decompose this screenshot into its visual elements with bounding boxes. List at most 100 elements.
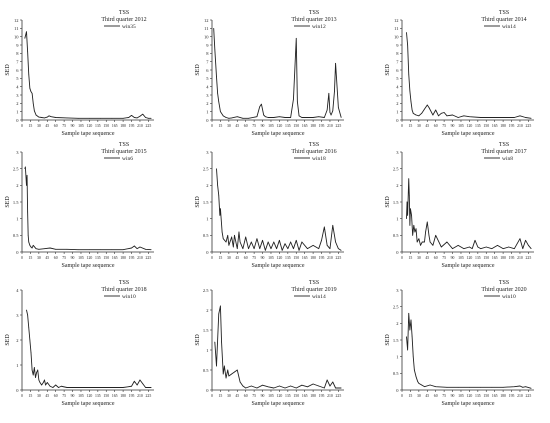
y-tick-label: 6 [206, 68, 209, 73]
data-point [100, 117, 101, 119]
data-point [131, 385, 132, 387]
data-point [414, 231, 416, 233]
x-tick-label: 75 [442, 394, 446, 398]
data-point [406, 336, 407, 338]
data-point [242, 117, 244, 119]
data-point [259, 248, 261, 250]
data-point [28, 241, 30, 243]
x-tick-label: 150 [293, 124, 299, 128]
data-point [245, 387, 247, 389]
legend-label: win35 [122, 24, 136, 30]
data-point [50, 116, 52, 118]
data-point [44, 379, 45, 381]
data-point [290, 241, 291, 243]
data-point [242, 385, 244, 387]
x-tick-label: 90 [451, 124, 455, 128]
x-axis-label: Sample tape sequence [62, 263, 115, 269]
data-point [267, 386, 269, 388]
data-point [519, 238, 521, 240]
data-point [72, 387, 73, 388]
data-point [225, 117, 227, 118]
x-tick-label: 0 [211, 124, 213, 128]
data-point [328, 92, 330, 94]
x-tick-label: 180 [500, 124, 506, 128]
data-point [145, 117, 146, 118]
data-point [418, 382, 420, 384]
x-axis-label: Sample tape sequence [252, 131, 305, 137]
x-tick-label: 165 [112, 124, 118, 128]
x-tick-label: 30 [417, 124, 421, 128]
data-point [142, 113, 144, 115]
data-point [30, 246, 32, 248]
y-tick-label: 5 [16, 76, 19, 81]
data-point [409, 90, 411, 92]
data-point [217, 92, 218, 94]
y-tick-label: 0 [16, 388, 19, 393]
data-point [406, 218, 407, 220]
data-point [411, 214, 412, 216]
legend-label: win8 [502, 156, 513, 162]
y-tick-label: 0 [206, 250, 209, 255]
data-point [426, 104, 428, 106]
data-point [228, 375, 230, 377]
x-tick-label: 15 [219, 124, 223, 128]
y-tick-label: 12 [394, 18, 399, 23]
data-point [32, 102, 34, 104]
x-tick-label: 120 [467, 256, 473, 260]
x-tick-label: 30 [37, 124, 41, 128]
y-tick-label: 1 [396, 109, 398, 114]
data-point [279, 239, 280, 241]
x-tick-label: 180 [500, 256, 506, 260]
data-point [463, 248, 465, 250]
y-tick-label: 3 [396, 150, 399, 155]
data-point [256, 116, 258, 118]
x-tick-label: 120 [467, 394, 473, 398]
y-tick-label: 0 [396, 250, 399, 255]
x-tick-label: 15 [29, 394, 33, 398]
data-point [438, 115, 439, 117]
data-point [279, 385, 280, 387]
y-tick-label: 0 [206, 118, 209, 123]
data-point [424, 241, 425, 243]
chart-title: TSS [309, 10, 319, 16]
y-tick-label: 7 [396, 59, 399, 64]
data-point [332, 110, 334, 112]
y-tick-label: 2.5 [393, 304, 399, 309]
data-point [415, 376, 417, 378]
data-point [530, 117, 532, 119]
data-point [429, 241, 431, 243]
data-point [214, 48, 216, 50]
data-point [216, 168, 217, 170]
data-point [474, 239, 476, 241]
y-tick-label: 2.5 [393, 166, 399, 171]
data-point [421, 384, 423, 386]
x-tick-label: 180 [500, 394, 506, 398]
data-point [424, 386, 425, 388]
data-point [45, 384, 46, 386]
data-point [148, 117, 149, 119]
data-point [409, 329, 411, 331]
data-point [58, 387, 59, 388]
data-point [525, 386, 526, 388]
data-point [298, 115, 300, 117]
data-point [326, 109, 328, 111]
x-tick-label: 210 [137, 124, 143, 128]
chart-title: TSS [119, 10, 129, 16]
x-tick-label: 30 [37, 394, 41, 398]
data-point [491, 117, 493, 118]
data-point [236, 116, 238, 118]
y-tick-label: 1.5 [203, 328, 209, 333]
x-tick-label: 195 [509, 124, 515, 128]
data-point [259, 106, 261, 108]
x-tick-label: 0 [401, 394, 403, 398]
data-point [407, 44, 408, 46]
x-tick-label: 210 [517, 256, 523, 260]
x-axis-label: Sample tape sequence [252, 263, 305, 269]
data-point [432, 114, 434, 116]
y-tick-label: 1 [396, 354, 398, 359]
data-point [221, 341, 222, 343]
data-point [516, 243, 518, 245]
data-point [326, 379, 328, 381]
x-tick-label: 180 [310, 124, 316, 128]
data-point [262, 384, 263, 386]
